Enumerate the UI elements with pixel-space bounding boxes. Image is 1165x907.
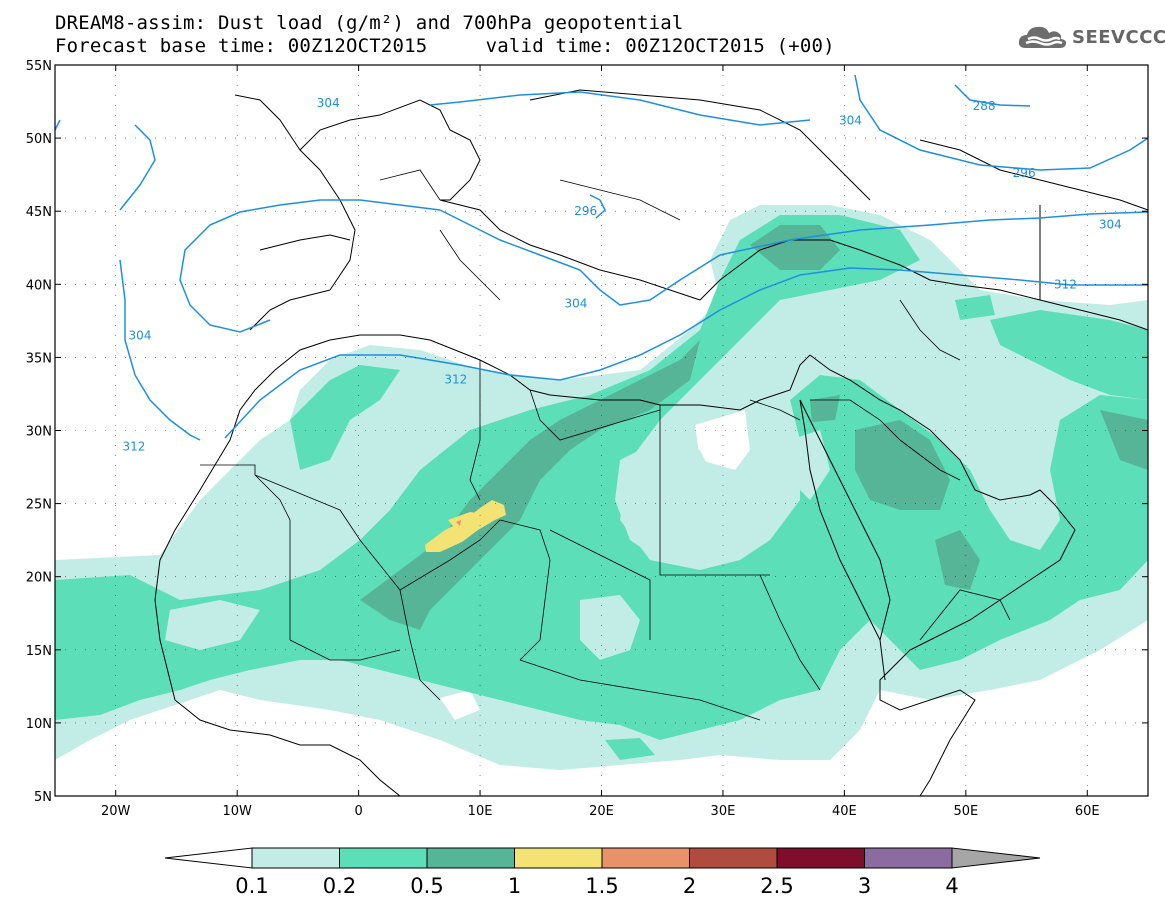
lon-label: 10W (222, 804, 252, 819)
dust-level-2 (55, 215, 1148, 760)
colorbar-segment (601, 847, 690, 869)
colorbar (164, 847, 1041, 869)
lat-label: 30N (26, 425, 52, 440)
colorbar-label: 4 (945, 874, 958, 898)
lon-label: 0 (354, 804, 362, 819)
lon-label: 30E (711, 804, 736, 819)
map-title: DREAM8-assim: Dust load (g/m²) and 700hP… (55, 12, 684, 34)
lat-label: 45N (26, 205, 52, 220)
colorbar-segment (776, 847, 865, 869)
seevccc-logo: SEEVCCC (1016, 22, 1165, 52)
lon-label: 40E (832, 804, 857, 819)
colorbar-segment (426, 847, 515, 869)
dust-level-3 (360, 225, 1148, 630)
colorbar-label: 3 (858, 874, 871, 898)
colorbar-label: 2.5 (760, 874, 793, 898)
lon-label: 20W (101, 804, 131, 819)
contour-label: 288 (973, 99, 996, 113)
lat-label: 5N (34, 790, 52, 805)
colorbar-label: 0.1 (235, 874, 268, 898)
contour-label: 304 (129, 328, 152, 342)
contour-label: 304 (317, 96, 340, 110)
lon-label: 60E (1075, 804, 1100, 819)
colorbar-labels: 0.1 0.2 0.5 1 1.5 2 2.5 3 4 (235, 874, 958, 898)
colorbar-segment (251, 847, 340, 869)
colorbar-segment (339, 847, 428, 869)
colorbar-label: 1.5 (585, 874, 618, 898)
lat-label: 50N (26, 132, 52, 147)
cloud-logo-icon (1018, 26, 1067, 48)
lat-label: 55N (26, 59, 52, 74)
dust-level-5 (456, 520, 461, 526)
country-borders (200, 169, 1011, 721)
forecast-time-line: Forecast base time: 00Z12OCT2015 valid t… (55, 35, 835, 57)
contour-label: 304 (839, 114, 862, 128)
colorbar-under-arrow (164, 847, 253, 869)
colorbar-segment (689, 847, 778, 869)
lon-label: 10E (468, 804, 493, 819)
latitude-axis: 55N 50N 45N 40N 35N 30N 25N 20N 15N 10N 5N (26, 59, 1148, 805)
graticule (55, 65, 1148, 796)
lat-label: 10N (26, 717, 52, 732)
lat-label: 40N (26, 278, 52, 293)
logo-text: SEEVCCC (1072, 26, 1165, 48)
contour-label: 296 (1013, 166, 1036, 180)
lat-label: 25N (26, 498, 52, 513)
contour-label: 304 (1099, 217, 1122, 231)
lat-label: 15N (26, 644, 52, 659)
dust-level-4 (425, 500, 506, 552)
contour-label: 304 (565, 296, 588, 310)
colorbar-label: 0.2 (323, 874, 356, 898)
colorbar-segment (864, 847, 953, 869)
contour-label: 312 (122, 440, 145, 454)
coastlines (154, 89, 1148, 796)
lon-label: 20E (589, 804, 614, 819)
lon-label: 50E (953, 804, 978, 819)
colorbar-segment (514, 847, 603, 869)
colorbar-label: 2 (683, 874, 696, 898)
geopotential-contours (55, 74, 1148, 441)
colorbar-over-arrow (951, 847, 1041, 869)
contour-label: 312 (444, 372, 467, 386)
lat-label: 20N (26, 571, 52, 586)
colorbar-label: 1 (508, 874, 521, 898)
colorbar-label: 0.5 (410, 874, 443, 898)
lat-label: 35N (26, 351, 52, 366)
dust-level-1-patches (165, 430, 1035, 660)
